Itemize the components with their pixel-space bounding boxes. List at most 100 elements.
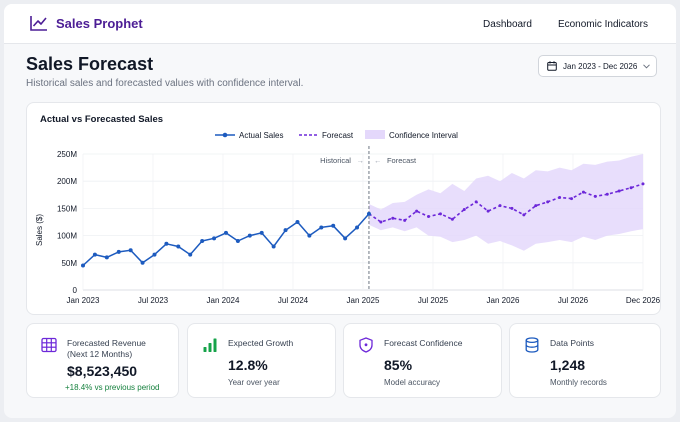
date-range-select[interactable]: Jan 2023 - Dec 2026 bbox=[538, 55, 657, 77]
actual-sales-point bbox=[176, 244, 181, 249]
forecast-point bbox=[427, 215, 431, 219]
forecast-point bbox=[498, 204, 502, 208]
forecast-point bbox=[403, 218, 407, 222]
chart-grid bbox=[82, 153, 644, 291]
stat-card-forecast-confidence: Forecast Confidence 85% Model accuracy bbox=[343, 323, 502, 398]
actual-sales-point bbox=[295, 220, 300, 224]
actual-sales-point bbox=[271, 244, 276, 249]
stat-card-forecasted-revenue: Forecasted Revenue (Next 12 Months) $8,5… bbox=[26, 323, 179, 398]
actual-sales-point bbox=[104, 255, 109, 260]
app-window: Sales Prophet Dashboard Economic Indicat… bbox=[4, 4, 676, 418]
actual-sales-point bbox=[128, 248, 133, 253]
forecast-point bbox=[510, 206, 514, 210]
page-subtitle: Historical sales and forecasted values w… bbox=[26, 78, 304, 89]
forecast-point bbox=[379, 220, 383, 224]
stat-label: Data Points bbox=[550, 338, 594, 348]
actual-sales-point bbox=[355, 225, 360, 230]
stat-label-text: Forecasted Revenue bbox=[67, 338, 146, 348]
x-tick-label: Jul 2026 bbox=[558, 296, 589, 305]
forecast-point bbox=[641, 182, 645, 186]
forecast-point bbox=[617, 189, 621, 193]
actual-sales-point bbox=[152, 252, 157, 257]
forecast-point bbox=[546, 200, 550, 204]
actual-sales-points bbox=[81, 211, 371, 268]
forecast-chart: Actual Sales Forecast Confidence Interva… bbox=[35, 130, 661, 305]
stat-value: 85% bbox=[384, 357, 413, 373]
chart-title: Actual vs Forecasted Sales bbox=[40, 114, 164, 125]
actual-sales-point bbox=[188, 252, 193, 257]
actual-sales-point bbox=[331, 223, 336, 228]
arrow-left-icon: ← bbox=[374, 156, 382, 165]
forecast-point bbox=[581, 190, 585, 194]
forecast-point bbox=[486, 209, 490, 213]
actual-sales-point bbox=[235, 239, 240, 244]
forecast-chart-card: Actual vs Forecasted Sales Actual Sales … bbox=[26, 102, 661, 315]
legend-actual-sales: Actual Sales bbox=[239, 131, 283, 140]
brand-name: Sales Prophet bbox=[56, 15, 143, 31]
stat-sub: Monthly records bbox=[550, 378, 607, 387]
date-range-value: Jan 2023 - Dec 2026 bbox=[563, 61, 638, 71]
stat-sub: Year over year bbox=[228, 378, 280, 387]
actual-sales-point bbox=[259, 230, 264, 235]
top-bar: Sales Prophet Dashboard Economic Indicat… bbox=[4, 4, 676, 44]
y-axis: 0 50M 100M 150M 200M 250M bbox=[57, 150, 78, 295]
database-icon bbox=[525, 337, 539, 353]
actual-sales-point bbox=[283, 228, 288, 233]
y-tick-label: 200M bbox=[57, 177, 77, 186]
stat-label: Expected Growth bbox=[228, 338, 294, 348]
forecast-point bbox=[415, 209, 419, 213]
calendar-icon bbox=[547, 61, 557, 71]
page-title: Sales Forecast bbox=[26, 54, 154, 74]
arrow-right-icon: → bbox=[356, 156, 364, 165]
x-tick-label: Jul 2024 bbox=[278, 296, 309, 305]
y-tick-label: 250M bbox=[57, 150, 77, 159]
y-tick-label: 150M bbox=[57, 204, 77, 213]
forecast-point bbox=[605, 192, 609, 196]
legend: Actual Sales Forecast Confidence Interva… bbox=[215, 130, 458, 140]
chevron-down-icon bbox=[643, 63, 651, 69]
confidence-band bbox=[369, 154, 643, 251]
forecast-point bbox=[522, 213, 526, 217]
stat-sub: Model accuracy bbox=[384, 378, 441, 387]
actual-sales-point bbox=[212, 236, 217, 241]
actual-sales-point bbox=[81, 263, 85, 268]
actual-sales-point bbox=[92, 252, 97, 257]
stat-change: +18.4% vs previous period bbox=[65, 383, 160, 392]
actual-sales-point bbox=[343, 236, 348, 241]
nav-dashboard[interactable]: Dashboard bbox=[483, 19, 532, 30]
stat-card-data-points: Data Points 1,248 Monthly records bbox=[509, 323, 661, 398]
stat-value: 1,248 bbox=[550, 357, 586, 373]
forecast-point bbox=[462, 207, 466, 211]
legend-confidence-interval: Confidence Interval bbox=[389, 131, 458, 140]
historical-annotation: Historical bbox=[320, 156, 351, 165]
stat-value: 12.8% bbox=[228, 357, 268, 373]
x-tick-label: Jan 2026 bbox=[487, 296, 520, 305]
stat-label: Forecasted Revenue (Next 12 Months) bbox=[67, 338, 146, 360]
stat-sublabel: (Next 12 Months) bbox=[67, 349, 133, 359]
forecast-point bbox=[570, 197, 574, 201]
brand[interactable]: Sales Prophet bbox=[30, 15, 143, 31]
x-tick-label: Jul 2025 bbox=[418, 296, 449, 305]
actual-sales-point bbox=[116, 249, 121, 254]
bar-chart-icon bbox=[203, 338, 217, 352]
grid-table-icon bbox=[41, 337, 57, 353]
legend-forecast: Forecast bbox=[322, 131, 354, 140]
forecast-point bbox=[629, 186, 633, 190]
historical-forecast-divider: Historical → ← Forecast bbox=[320, 146, 417, 290]
nav-economic-indicators[interactable]: Economic Indicators bbox=[557, 19, 648, 30]
shield-icon bbox=[359, 337, 373, 353]
actual-sales-point bbox=[247, 233, 252, 238]
x-tick-label: Jul 2023 bbox=[138, 296, 169, 305]
y-tick-label: 0 bbox=[73, 286, 78, 295]
x-tick-label: Jan 2025 bbox=[347, 296, 380, 305]
stat-value: $8,523,450 bbox=[67, 363, 138, 379]
forecast-point bbox=[534, 204, 538, 208]
trend-line-icon bbox=[30, 16, 47, 31]
actual-sales-point bbox=[366, 211, 371, 216]
actual-sales-point bbox=[200, 239, 205, 244]
actual-sales-point bbox=[319, 225, 324, 230]
y-tick-label: 50M bbox=[61, 259, 77, 268]
actual-sales-point bbox=[307, 233, 312, 238]
actual-sales-line bbox=[82, 213, 370, 267]
actual-sales-point bbox=[164, 241, 169, 246]
